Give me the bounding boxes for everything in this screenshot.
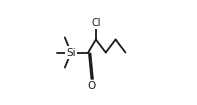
Text: Cl: Cl <box>91 18 101 28</box>
Text: O: O <box>88 81 96 91</box>
Text: Si: Si <box>66 47 76 58</box>
